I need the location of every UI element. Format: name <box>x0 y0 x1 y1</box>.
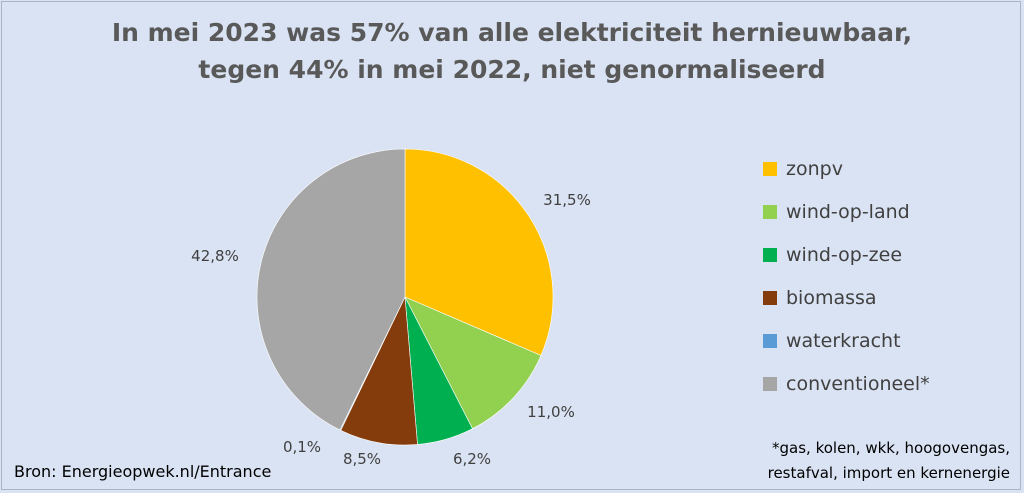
legend-swatch <box>763 376 777 391</box>
footnote-line-1: *gas, kolen, wkk, hoogovengas, <box>772 439 1010 457</box>
legend-item-waterkracht: waterkracht <box>763 319 930 362</box>
footnote-line-2: restafval, import en kernenergie <box>767 464 1010 482</box>
data-label-waterkracht: 0,1% <box>283 438 321 456</box>
data-label-wind-op-zee: 6,2% <box>453 450 491 468</box>
legend: zonpv wind-op-land wind-op-zee biomassa wate… <box>763 147 930 405</box>
data-label-wind-op-land: 11,0% <box>527 403 575 421</box>
legend-label: zonpv <box>786 157 843 180</box>
legend-swatch <box>763 204 777 219</box>
chart-title-line-1: In mei 2023 was 57% van alle elektricite… <box>111 18 913 47</box>
pie-slice-wind-op-land <box>404 296 542 430</box>
legend-swatch <box>763 247 777 262</box>
legend-item-biomassa: biomassa <box>763 276 930 319</box>
legend-item-wind-op-zee: wind-op-zee <box>763 233 930 276</box>
pie-slice-conventioneel <box>256 148 406 431</box>
legend-label: biomassa <box>786 286 877 309</box>
data-label-zonpv: 31,5% <box>543 191 591 209</box>
legend-item-zonpv: zonpv <box>763 147 930 190</box>
legend-label: wind-op-zee <box>786 243 903 266</box>
footnote: *gas, kolen, wkk, hoogovengas, restafval… <box>768 436 1010 486</box>
data-label-biomassa: 8,5% <box>343 450 381 468</box>
pie-slice-zonpv <box>404 148 554 356</box>
legend-item-wind-op-land: wind-op-land <box>763 190 930 233</box>
legend-swatch <box>763 333 777 348</box>
chart-title-line-2: tegen 44% in mei 2022, niet genormalisee… <box>198 55 826 84</box>
legend-item-conventioneel: conventioneel* <box>763 362 930 405</box>
chart-title: In mei 2023 was 57% van alle elektricite… <box>0 14 1024 88</box>
legend-swatch <box>763 290 777 305</box>
data-label-conventioneel: 42,8% <box>191 247 239 265</box>
legend-label: waterkracht <box>786 329 901 352</box>
legend-label: conventioneel* <box>786 372 930 395</box>
legend-swatch <box>763 161 777 176</box>
source-note: Bron: Energieopwek.nl/Entrance <box>14 462 272 481</box>
legend-label: wind-op-land <box>786 200 910 223</box>
